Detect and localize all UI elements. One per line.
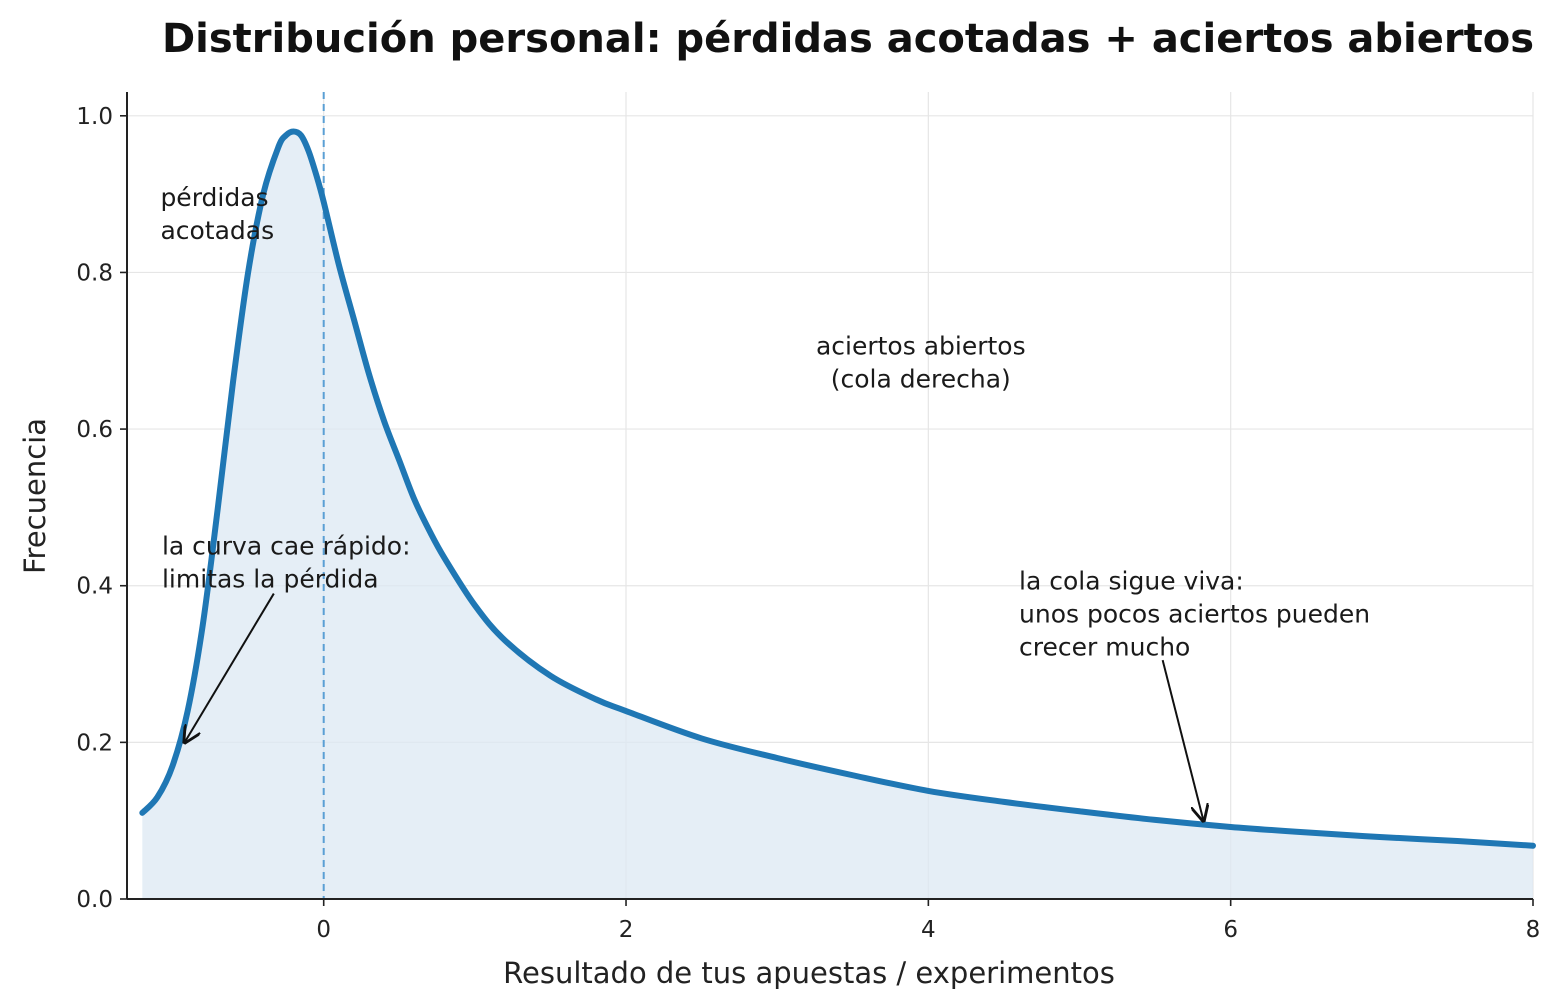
y-tick-label: 0.2 xyxy=(76,730,113,756)
x-tick-label: 2 xyxy=(619,917,634,943)
y-tick-label: 0.8 xyxy=(76,260,113,286)
annotation-text: la curva cae rápido: limitas la pérdida xyxy=(162,531,411,593)
annotation-text: aciertos abiertos (cola derecha) xyxy=(816,332,1026,394)
x-tick-label: 6 xyxy=(1223,917,1238,943)
ticks: 0 2 4 6 8 0.0 0.2 0.4 0.6 0.8 1.0 xyxy=(76,104,1540,943)
annotation-line: la cola sigue viva: xyxy=(1019,567,1244,596)
y-tick-label: 1.0 xyxy=(76,104,113,130)
annotations: pérdidas acotadas aciertos abiertos (cola d… xyxy=(160,183,1370,821)
annotation-text: la cola sigue viva: unos pocos aciertos p… xyxy=(1019,567,1370,662)
y-tick-label: 0.0 xyxy=(76,887,113,913)
annotation-line: crecer mucho xyxy=(1019,633,1190,662)
chart-title: Distribución personal: pérdidas acotadas… xyxy=(162,16,1534,62)
y-tick-label: 0.6 xyxy=(76,417,113,443)
axes xyxy=(126,92,1533,900)
annotation-line: aciertos abiertos xyxy=(816,332,1026,361)
y-axis-label: Frecuencia xyxy=(18,418,52,574)
annotation-arrow xyxy=(1161,659,1204,821)
x-axis-label: Resultado de tus apuestas / experimentos xyxy=(503,956,1115,990)
y-tick-label: 0.4 xyxy=(76,574,113,600)
x-tick-label: 4 xyxy=(921,917,936,943)
annotation-line: (cola derecha) xyxy=(831,365,1011,394)
annotation-arrow xyxy=(185,593,275,743)
annotation-line: unos pocos aciertos pueden xyxy=(1019,600,1370,629)
x-tick-label: 0 xyxy=(316,917,331,943)
annotation-line: acotadas xyxy=(160,216,274,245)
series-line xyxy=(139,128,1536,849)
annotation-line: pérdidas xyxy=(160,183,268,212)
annotation-line: limitas la pérdida xyxy=(162,564,379,593)
area-fill xyxy=(142,131,1533,899)
annotation-text: pérdidas acotadas xyxy=(160,183,274,245)
x-tick-label: 8 xyxy=(1526,917,1541,943)
annotation-line: la curva cae rápido: xyxy=(162,531,411,560)
